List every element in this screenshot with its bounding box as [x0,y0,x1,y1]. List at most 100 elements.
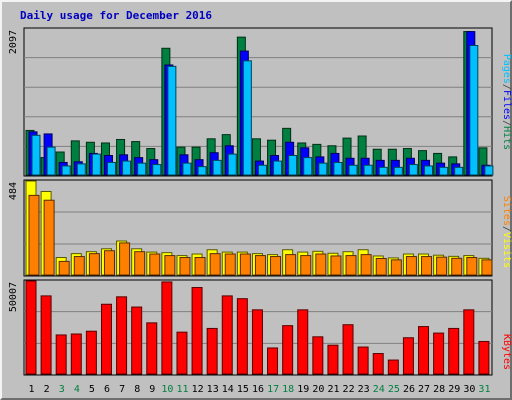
bar-kbytes-day-undefined [251,309,263,375]
bar-kbytes-day-undefined [191,287,203,375]
bar-pages-day-16 [257,164,267,176]
bar-pages-day-26 [408,164,418,176]
panel-3: 50007 KBytes [8,279,512,376]
bar-sites-day-undefined [254,255,266,276]
bar-kbytes-day-undefined [402,337,414,375]
bar-pages-day-17 [273,160,283,176]
x-tick-label-day-23: 23 [358,384,370,395]
bar-pages-day-3 [61,165,71,176]
bar-kbytes-day-undefined [70,333,82,375]
bar-sites-day-undefined [421,256,433,276]
x-tick-label-day-16: 16 [252,384,264,395]
bar-sites-day-undefined [270,256,282,276]
x-tick-label-day-20: 20 [312,384,324,395]
series-axis-label-part: Pages [501,54,512,84]
bar-sites-day-undefined [164,255,176,276]
x-tick-label-day-1: 1 [29,384,35,395]
bar-pages-day-22 [348,164,358,176]
panel-2: 484 Sites/Visits [8,179,512,277]
bar-kbytes-day-undefined [478,340,490,375]
bar-pages-day-15 [242,60,252,176]
bar-kbytes-day-undefined [357,346,369,375]
bar-kbytes-day-undefined [161,281,173,375]
y-max-label: 50007 [8,282,19,312]
bar-sites-day-undefined [285,254,297,276]
x-tick-label-day-10: 10 [161,384,173,395]
bar-pages-day-29 [454,166,464,176]
bar-kbytes-day-undefined [40,295,52,375]
x-tick-label-day-6: 6 [104,384,110,395]
chart-title: Daily usage for December 2016 [20,9,212,22]
series-axis-label-part: Files [501,90,512,120]
series-axis-label-part: KBytes [501,334,512,370]
bar-sites-day-undefined [466,257,478,276]
x-tick-label-day-18: 18 [282,384,294,395]
series-axis-label-part: / [501,226,512,232]
x-tick-label-day-15: 15 [237,384,249,395]
bar-pages-day-14 [227,153,237,176]
y-max-label: 2097 [8,30,19,54]
bar-kbytes-day-undefined [297,309,309,375]
bar-sites-day-undefined [300,255,312,276]
bar-kbytes-day-undefined [463,309,475,375]
bar-sites-day-undefined [360,254,372,276]
x-tick-label-day-11: 11 [176,384,188,395]
bar-sites-day-undefined [330,255,342,276]
x-tick-label-day-29: 29 [448,384,460,395]
bar-sites-day-undefined [239,253,251,276]
bar-sites-day-undefined [481,259,493,276]
x-tick-label-day-13: 13 [207,384,219,395]
x-tick-label-day-9: 9 [149,384,155,395]
x-tick-label-day-19: 19 [297,384,309,395]
bar-sites-day-undefined [405,256,417,276]
bar-kbytes-day-undefined [55,334,67,375]
series-axis-label-part: Sites [501,196,512,226]
bar-kbytes-day-undefined [327,344,339,375]
bar-kbytes-day-undefined [131,306,143,375]
bar-pages-day-7 [122,160,132,176]
bar-kbytes-day-undefined [387,359,399,375]
series-axis-label: KBytes [501,334,512,370]
x-tick-label-day-4: 4 [74,384,80,395]
series-axis-label-part: / [501,84,512,90]
x-tick-label-day-3: 3 [59,384,65,395]
bar-pages-day-23 [363,164,373,176]
bar-pages-day-20 [318,162,328,176]
bar-pages-day-6 [106,161,116,176]
bar-pages-day-21 [333,161,343,176]
x-tick-label-day-30: 30 [463,384,475,395]
bar-sites-day-undefined [209,253,221,276]
bar-kbytes-day-undefined [312,336,324,375]
bar-sites-day-undefined [179,257,191,276]
bar-pages-day-5 [91,153,101,176]
x-tick-label-day-17: 17 [267,384,279,395]
bar-pages-day-10 [167,65,177,176]
bar-pages-day-24 [378,166,388,176]
bar-kbytes-day-undefined [176,331,188,375]
x-tick-label-day-22: 22 [343,384,355,395]
bar-kbytes-day-undefined [418,326,430,375]
x-tick-label-day-25: 25 [388,384,400,395]
series-axis-label-part: Visits [501,232,512,268]
x-tick-label-day-14: 14 [222,384,234,395]
y-max-label: 484 [8,182,19,200]
bar-pages-day-30 [469,45,479,176]
bar-kbytes-day-undefined [372,353,384,375]
bar-sites-day-undefined [134,251,146,276]
bar-pages-day-1 [31,134,41,176]
bar-kbytes-day-undefined [146,322,158,375]
bar-sites-day-undefined [73,256,85,276]
bar-sites-day-undefined [88,253,100,276]
bar-kbytes-day-undefined [100,303,112,375]
x-tick-label-day-28: 28 [433,384,445,395]
bar-pages-day-25 [393,166,403,176]
bar-kbytes-day-undefined [85,330,97,375]
bar-pages-day-9 [152,164,162,176]
bar-pages-day-19 [303,157,313,176]
bar-sites-day-undefined [375,257,387,276]
bar-pages-day-12 [197,166,207,176]
series-axis-label-part: / [501,120,512,126]
bar-pages-day-28 [439,166,449,176]
x-tick-label-day-8: 8 [134,384,140,395]
